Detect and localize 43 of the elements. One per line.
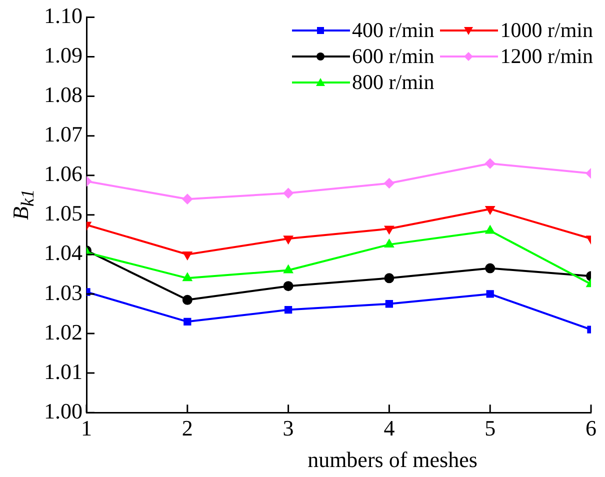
x-tick-label: 3 — [282, 416, 294, 441]
y-tick-label: 1.03 — [44, 280, 82, 305]
y-tick-label: 1.05 — [44, 200, 82, 226]
point — [284, 265, 293, 274]
x-axis-title: numbers of meshes — [306, 447, 478, 473]
point — [384, 226, 394, 234]
y-tick-label: 1.06 — [44, 161, 82, 186]
x-tick-label: 2 — [182, 416, 193, 441]
legend-label: 1200 r/min — [500, 44, 593, 69]
point — [182, 294, 192, 305]
point — [283, 188, 294, 198]
x-tick-label: 5 — [484, 416, 496, 441]
point — [384, 240, 394, 248]
point — [486, 290, 494, 298]
point — [485, 263, 496, 274]
point — [182, 251, 192, 260]
point — [485, 158, 496, 168]
point — [284, 236, 293, 244]
point — [486, 226, 495, 234]
y-tick-label: 1.08 — [44, 82, 82, 108]
y-tick-label: 1.10 — [44, 2, 82, 28]
x-tick-label: 4 — [384, 416, 395, 441]
point — [284, 306, 292, 314]
point — [384, 273, 394, 284]
y-tick-label: 1.00 — [44, 398, 82, 424]
y-tick-label: 1.09 — [44, 42, 82, 68]
legend-label: 600 r/min — [352, 44, 434, 69]
x-tick-label: 1 — [81, 416, 92, 441]
legend-label: 1000 r/min — [500, 18, 593, 43]
point — [182, 194, 192, 204]
y-tick-label: 1.01 — [44, 358, 82, 384]
point — [384, 178, 394, 188]
y-tick-label: 1.02 — [44, 319, 82, 344]
y-tick-label: 1.04 — [44, 240, 82, 266]
y-tick-label: 1.07 — [44, 122, 82, 147]
point — [486, 206, 495, 214]
point — [283, 281, 294, 292]
point — [385, 300, 394, 308]
legend-label: 800 r/min — [352, 70, 434, 95]
point — [184, 318, 192, 326]
legend-label: 400 r/min — [352, 18, 434, 43]
point — [182, 273, 192, 282]
x-tick-label: 6 — [586, 416, 596, 441]
